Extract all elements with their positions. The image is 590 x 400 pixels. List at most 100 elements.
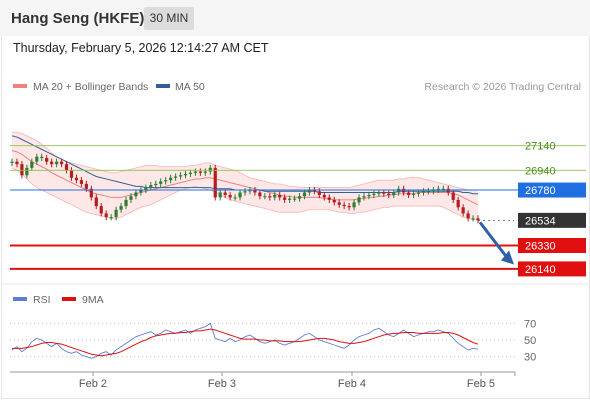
candle-body (173, 176, 178, 178)
candle-body (104, 213, 108, 218)
candle-body (312, 190, 317, 192)
candle-body (238, 192, 242, 198)
candle-body (109, 217, 113, 219)
candle-body (456, 199, 460, 208)
candle-body (431, 190, 435, 192)
candle-body (45, 157, 49, 162)
candle-body (223, 192, 227, 195)
candle-body (397, 188, 401, 193)
candle-body (357, 197, 361, 203)
forecast-arrow-shaft (478, 221, 509, 259)
candle-body (20, 164, 24, 176)
candle-body (362, 196, 366, 198)
candle-body (50, 161, 54, 165)
candle-body (134, 192, 138, 197)
candle-body (421, 191, 426, 193)
candle-body (183, 174, 188, 176)
credit-label: Research © 2026 Trading Central (424, 81, 581, 93)
candle-body (74, 177, 79, 181)
level-label-box (518, 237, 586, 253)
candle-body (268, 196, 272, 198)
candle-body (461, 207, 465, 214)
time-axis-tick-label: Feb 5 (467, 378, 495, 390)
candle-body (347, 206, 351, 208)
candle-body (114, 209, 118, 218)
candle-body (208, 167, 212, 172)
level-lines: 27140 26940 26780 26534 26330 26140 (10, 141, 586, 277)
time-axis-tick-label: Feb 2 (79, 378, 107, 390)
timestamp: Thursday, February 5, 2026 12:14:27 AM C… (13, 41, 269, 55)
level-label-box (518, 261, 586, 277)
candle-body (15, 161, 19, 165)
legend-bollinger-swatch (13, 84, 27, 88)
candle-body (30, 161, 34, 168)
candle-body (159, 181, 163, 184)
candle-body (436, 188, 440, 191)
candle-body (273, 194, 277, 198)
candle-body (288, 198, 292, 200)
candle-body (382, 192, 386, 194)
candle-body (367, 194, 371, 197)
level-label: 27140 (525, 141, 556, 153)
candle-body (178, 175, 183, 177)
instrument-title: Hang Seng (HKFE) (11, 10, 145, 27)
candle-body (387, 193, 391, 195)
candle-body (466, 213, 470, 219)
candle-body (243, 191, 247, 193)
bollinger-band-fill (12, 132, 478, 220)
candle-body (471, 218, 475, 220)
legend-rsi-label: RSI (33, 294, 51, 306)
rsi-tick-label: 70 (524, 318, 536, 330)
legend-ma50-swatch (156, 84, 170, 88)
candle-body (476, 218, 480, 221)
candle-body (402, 188, 406, 193)
level-label-box (518, 182, 586, 198)
candle-body (25, 167, 29, 176)
candle-body (441, 188, 445, 190)
rsi-tick-label: 30 (524, 352, 536, 364)
candle-body (278, 194, 282, 198)
candle-body (352, 202, 356, 208)
candle-body (283, 197, 287, 200)
candle-body (228, 194, 232, 198)
candle-body (69, 170, 74, 178)
candle-body (337, 202, 341, 205)
legend-rsi-ma-swatch (62, 297, 76, 301)
candle-body (35, 156, 39, 162)
bollinger-upper-line (12, 131, 478, 191)
time-axis: Feb 2 Feb 3 Feb 4 Feb 5 (10, 371, 516, 390)
level-label: 26534 (525, 215, 556, 227)
legend-rsi-swatch (13, 297, 27, 301)
candle-body (416, 192, 421, 194)
level-label: 26780 (525, 185, 556, 197)
candle-body (169, 177, 173, 181)
rsi-tick-label: 50 (524, 335, 536, 347)
candle-body (327, 197, 331, 200)
rsi-line (11, 322, 479, 359)
bollinger-lower-line (11, 167, 478, 221)
rsi-plot-area: 70 50 30 (10, 318, 536, 364)
candle-body (94, 197, 98, 207)
candle-body (79, 180, 84, 184)
legend-ma50-label: MA 50 (175, 81, 205, 93)
candle-body (59, 161, 64, 165)
candle-body (446, 188, 450, 193)
rsi-ma-line (12, 328, 479, 357)
level-label: 26940 (525, 165, 556, 177)
level-label: 26140 (525, 264, 556, 276)
candle-body (89, 188, 93, 198)
candle-body (317, 191, 321, 195)
candle-body (119, 206, 123, 210)
interval-button[interactable]: 30 MIN (144, 7, 194, 30)
candle-body (253, 190, 257, 193)
header-bar: Hang Seng (HKFE) 30 MIN (0, 0, 590, 36)
candle-body (213, 167, 217, 198)
ma20-line (11, 150, 479, 206)
candle-body (248, 190, 252, 192)
legend-bollinger-label: MA 20 + Bollinger Bands (33, 81, 148, 93)
candle-body (372, 193, 376, 195)
candle-body (154, 183, 158, 186)
candle-body (10, 161, 14, 163)
candle-body (322, 194, 326, 198)
